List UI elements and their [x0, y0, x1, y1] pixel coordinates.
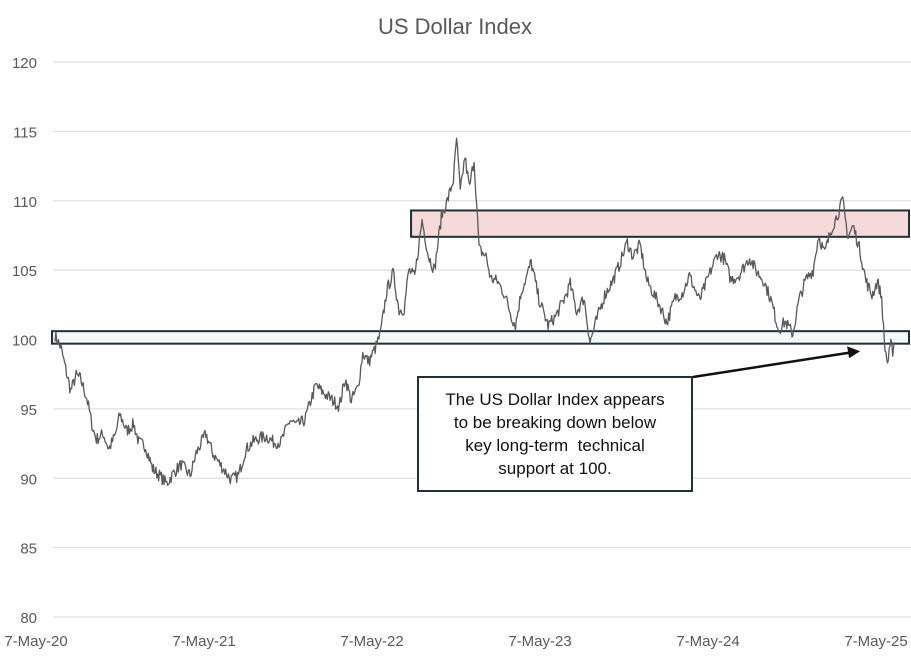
x-axis-labels: 7-May-20 7-May-21 7-May-22 7-May-23 7-May-24…: [4, 633, 907, 650]
x-tick-label-4: 7-May-24: [676, 633, 739, 650]
support-band: [51, 330, 910, 345]
annotation-line-2: to be breaking down below: [453, 413, 657, 432]
annotation-line-4: support at 100.: [498, 459, 612, 478]
y-axis-labels: 80 85 90 95 100 105 110 115 120: [12, 55, 37, 627]
x-tick-label-5: 7-May-25: [844, 633, 907, 650]
x-tick-label-0: 7-May-20: [4, 633, 67, 650]
resistance-band: [410, 209, 910, 238]
y-tick-label-90: 90: [20, 471, 37, 488]
highlight-bands: [51, 209, 910, 345]
y-tick-label-85: 85: [20, 541, 37, 558]
y-tick-label-105: 105: [12, 263, 37, 280]
annotation-line-3: key long-term technical: [465, 436, 645, 455]
y-tick-label-110: 110: [13, 194, 37, 211]
annotation-arrow: [692, 346, 861, 379]
x-tick-label-1: 7-May-21: [172, 633, 235, 650]
chart-title: US Dollar Index: [378, 14, 532, 39]
y-tick-label-100: 100: [12, 333, 37, 350]
x-tick-label-2: 7-May-22: [340, 633, 403, 650]
annotation-line-1: The US Dollar Index appears: [445, 390, 665, 409]
arrow-head: [847, 346, 861, 359]
annotation-text: The US Dollar Index appears to be breaki…: [445, 388, 664, 480]
annotation-box: The US Dollar Index appears to be breaki…: [417, 376, 693, 492]
series-layer: [54, 137, 895, 486]
x-tick-label-3: 7-May-23: [508, 633, 571, 650]
y-tick-label-95: 95: [20, 402, 37, 419]
y-tick-label-120: 120: [12, 55, 37, 72]
series-line-dollar-index: [54, 137, 895, 486]
arrow-shaft: [692, 350, 853, 379]
y-tick-label-115: 115: [13, 124, 37, 141]
y-tick-label-80: 80: [20, 610, 37, 627]
